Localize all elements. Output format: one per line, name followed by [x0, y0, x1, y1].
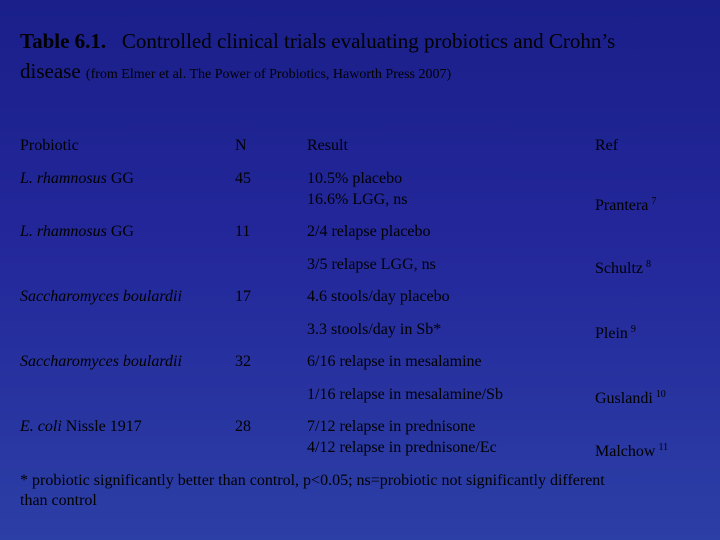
footnote: * probiotic significantly better than co…: [20, 471, 700, 511]
footnote-line: * probiotic significantly better than co…: [20, 472, 605, 489]
probiotic-name: Saccharomyces boulardii: [20, 288, 182, 305]
probiotic-strain: Nissle 1917: [61, 418, 142, 435]
table-row-result: 2/4 relapse placebo: [307, 223, 431, 240]
title-text: Controlled clinical trials evaluating pr…: [121, 29, 616, 53]
table-row-ref: Prantera 7: [595, 192, 656, 216]
ref-author: Malchow: [595, 443, 656, 460]
table-row-n: 11: [235, 223, 251, 240]
table-row-ref: Guslandi 10: [595, 385, 666, 409]
header-probiotic: Probiotic: [20, 137, 79, 154]
table-number: Table 6.1.: [20, 29, 107, 53]
table-row-probiotic: E. coli Nissle 1917: [20, 417, 142, 437]
ref-number: 10: [655, 389, 666, 400]
probiotic-name: E. coli: [20, 418, 62, 435]
ref-number: 9: [630, 324, 636, 335]
table-row-probiotic: L. rhamnosus GG: [20, 169, 134, 189]
table-row-n: 28: [235, 418, 251, 435]
table-row-result: 16.6% LGG, ns: [307, 191, 408, 208]
probiotic-name: L. rhamnosus: [20, 170, 107, 187]
slide-title: Table 6.1. Controlled clinical trials ev…: [20, 26, 710, 90]
probiotic-name: Saccharomyces boulardii: [20, 353, 182, 370]
title-source: (from Elmer et al. The Power of Probioti…: [85, 67, 452, 82]
ref-author: Plein: [595, 325, 628, 342]
footnote-line: than control: [20, 492, 97, 509]
table-row-result: 4.6 stools/day placebo: [307, 288, 450, 305]
table-row-probiotic: L. rhamnosus GG: [20, 222, 134, 242]
table-row-n: 17: [235, 288, 251, 305]
table-row-result: 1/16 relapse in mesalamine/Sb: [307, 386, 503, 403]
header-result: Result: [307, 137, 348, 154]
table-row-result: 4/12 relapse in prednisone/Ec: [307, 439, 497, 456]
table-row-n: 32: [235, 353, 251, 370]
table-row-ref: Schultz 8: [595, 255, 651, 279]
ref-number: 7: [651, 196, 657, 207]
ref-author: Prantera: [595, 197, 649, 214]
probiotic-strain: GG: [106, 223, 134, 240]
table-row-result: 7/12 relapse in prednisone: [307, 418, 476, 435]
probiotic-strain: GG: [106, 170, 134, 187]
ref-number: 8: [646, 259, 651, 270]
table-row-probiotic: Saccharomyces boulardii: [20, 352, 182, 372]
table-row-ref: Malchow 11: [595, 438, 668, 462]
table-row-result: 3/5 relapse LGG, ns: [307, 256, 436, 273]
table-row-ref: Plein 9: [595, 320, 636, 344]
table-row-n: 45: [235, 170, 251, 187]
table-row-result: 3.3 stools/day in Sb*: [307, 321, 442, 338]
title-text-cont: disease: [20, 59, 81, 83]
table-row-probiotic: Saccharomyces boulardii: [20, 287, 182, 307]
header-n: N: [235, 137, 247, 154]
table-row-result: 6/16 relapse in mesalamine: [307, 353, 482, 370]
probiotic-name: L. rhamnosus: [20, 223, 107, 240]
header-ref: Ref: [595, 137, 619, 154]
ref-author: Guslandi: [595, 390, 653, 407]
table-row-result: 10.5% placebo: [307, 170, 403, 187]
ref-author: Schultz: [595, 260, 643, 277]
ref-number: 11: [658, 442, 669, 453]
